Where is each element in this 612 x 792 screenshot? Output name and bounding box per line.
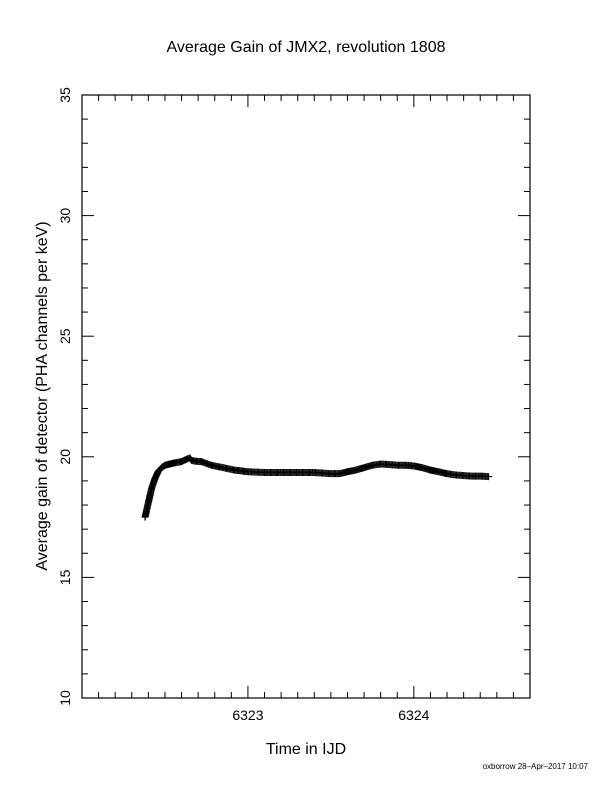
tick-labels: 6323 6324 10 15 20 25 30 35 — [57, 87, 430, 723]
y-tick-label: 15 — [57, 569, 73, 585]
data-series — [141, 454, 493, 521]
y-tick-label: 35 — [57, 87, 73, 103]
x-tick-label: 6324 — [398, 707, 429, 723]
y-tick-label: 20 — [57, 449, 73, 465]
chart-title: Average Gain of JMX2, revolution 1808 — [167, 39, 446, 56]
y-axis-label: Average gain of detector (PHA channels p… — [34, 221, 51, 570]
x-axis-label: Time in IJD — [266, 741, 346, 758]
y-tick-label: 10 — [57, 690, 73, 706]
y-tick-label: 30 — [57, 208, 73, 224]
data-point — [485, 473, 493, 481]
plot-frame — [81, 94, 531, 699]
footer-stamp: oxborrow 28–Apr–2017 10:07 — [483, 762, 589, 771]
y-tick-label: 25 — [57, 328, 73, 344]
axis-ticks — [81, 94, 531, 699]
x-tick-label: 6323 — [232, 707, 263, 723]
